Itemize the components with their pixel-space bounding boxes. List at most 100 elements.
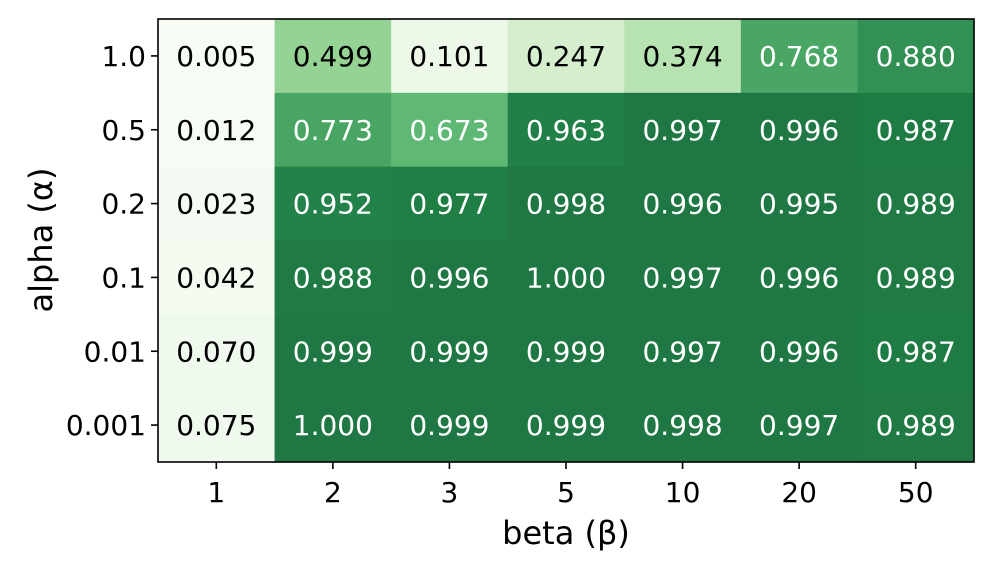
heatmap-cell xyxy=(857,19,975,94)
x-tick-label: 50 xyxy=(898,476,934,509)
heatmap-cell xyxy=(391,314,509,389)
heatmap-cell xyxy=(624,92,742,168)
cell-value-label: 0.005 xyxy=(176,40,256,73)
cell-value-label: 0.999 xyxy=(409,409,489,442)
cell-value-label: 1.000 xyxy=(526,261,606,294)
heatmap-cell xyxy=(507,166,625,242)
x-tick-label: 1 xyxy=(207,476,225,509)
x-axis: 1 2 3 5 10 20 50 xyxy=(207,462,934,509)
cell-value-label: 0.999 xyxy=(293,335,373,368)
x-tick-label: 3 xyxy=(441,476,459,509)
cell-value-label: 0.075 xyxy=(176,409,256,442)
heatmap-cell xyxy=(624,19,742,94)
y-tick-label: 0.001 xyxy=(66,409,146,442)
cell-value-label: 0.023 xyxy=(176,188,256,221)
heatmap-cell xyxy=(158,314,276,389)
cell-value-label: 0.963 xyxy=(526,114,606,147)
cell-value-label: 0.952 xyxy=(293,188,373,221)
y-tick-label: 0.5 xyxy=(101,114,146,147)
heatmap-cell xyxy=(507,92,625,168)
cell-value-labels: 0.005 0.499 0.101 0.247 0.374 0.768 0.880 0.012… xyxy=(176,40,956,442)
heatmap-cell xyxy=(740,240,859,315)
y-tick-label: 1.0 xyxy=(101,40,146,73)
cell-value-label: 0.996 xyxy=(759,114,839,147)
cell-value-label: 0.997 xyxy=(759,409,839,442)
heatmap-cell xyxy=(391,166,509,242)
heatmap-cell xyxy=(857,240,975,315)
cell-value-label: 0.996 xyxy=(759,261,839,294)
heatmap-cell xyxy=(274,166,392,242)
heatmap-cell xyxy=(274,19,392,94)
heatmap-cell xyxy=(857,166,975,242)
heatmap-cells xyxy=(158,19,975,463)
y-tick-label: 0.01 xyxy=(84,335,146,368)
cell-value-label: 0.999 xyxy=(526,335,606,368)
heatmap-cell xyxy=(740,92,859,168)
heatmap-cell xyxy=(158,240,276,315)
heatmap-cell xyxy=(857,314,975,389)
y-tick-label: 0.2 xyxy=(101,188,146,221)
cell-value-label: 0.996 xyxy=(409,261,489,294)
heatmap-cell xyxy=(158,92,276,168)
heatmap-cell xyxy=(624,388,742,463)
x-tick-label: 5 xyxy=(557,476,575,509)
cell-value-label: 0.997 xyxy=(642,335,722,368)
x-tick-label: 2 xyxy=(324,476,342,509)
heatmap-cell xyxy=(158,388,276,463)
heatmap-cell xyxy=(274,92,392,168)
x-tick-label: 10 xyxy=(665,476,701,509)
cell-value-label: 0.101 xyxy=(409,40,489,73)
heatmap-cell xyxy=(158,19,276,94)
x-axis-title: beta (β) xyxy=(502,514,630,552)
heatmap-cell xyxy=(740,166,859,242)
cell-value-label: 0.987 xyxy=(876,114,956,147)
heatmap-cell xyxy=(857,388,975,463)
heatmap-cell xyxy=(507,19,625,94)
cell-value-label: 0.997 xyxy=(642,114,722,147)
cell-value-label: 0.768 xyxy=(759,40,839,73)
cell-value-label: 0.012 xyxy=(176,114,256,147)
cell-value-label: 0.999 xyxy=(409,335,489,368)
y-axis: 1.0 0.5 0.2 0.1 0.01 0.001 xyxy=(66,40,158,442)
heatmap-cell xyxy=(391,240,509,315)
heatmap-cell xyxy=(624,240,742,315)
heatmap-cell xyxy=(507,314,625,389)
cell-value-label: 0.989 xyxy=(876,409,956,442)
cell-value-label: 0.374 xyxy=(642,40,722,73)
cell-value-label: 0.999 xyxy=(526,409,606,442)
heatmap-cell xyxy=(507,240,625,315)
cell-value-label: 0.998 xyxy=(526,188,606,221)
heatmap-cell xyxy=(857,92,975,168)
heatmap-cell xyxy=(624,314,742,389)
cell-value-label: 0.996 xyxy=(759,335,839,368)
heatmap-cell xyxy=(740,19,859,94)
heatmap-cell xyxy=(624,166,742,242)
heatmap-cell xyxy=(158,166,276,242)
cell-value-label: 0.070 xyxy=(176,335,256,368)
cell-value-label: 0.997 xyxy=(642,261,722,294)
x-tick-label: 20 xyxy=(781,476,817,509)
heatmap-cell xyxy=(391,19,509,94)
cell-value-label: 0.042 xyxy=(176,261,256,294)
cell-value-label: 0.673 xyxy=(409,114,489,147)
cell-value-label: 0.998 xyxy=(642,409,722,442)
cell-value-label: 0.880 xyxy=(876,40,956,73)
heatmap-cell xyxy=(740,388,859,463)
heatmap-cell xyxy=(391,92,509,168)
heatmap-cell xyxy=(507,388,625,463)
cell-value-label: 0.996 xyxy=(642,188,722,221)
heatmap-cell xyxy=(391,388,509,463)
heatmap-cell xyxy=(274,388,392,463)
cell-value-label: 0.977 xyxy=(409,188,489,221)
cell-value-label: 0.499 xyxy=(293,40,373,73)
heatmap-cell xyxy=(274,314,392,389)
cell-value-label: 0.989 xyxy=(876,188,956,221)
cell-value-label: 0.995 xyxy=(759,188,839,221)
y-tick-label: 0.1 xyxy=(101,261,146,294)
cell-value-label: 0.988 xyxy=(293,261,373,294)
cell-value-label: 0.773 xyxy=(293,114,373,147)
y-axis-title: alpha (α) xyxy=(22,168,60,313)
cell-value-label: 0.989 xyxy=(876,261,956,294)
heatmap-cell xyxy=(740,314,859,389)
